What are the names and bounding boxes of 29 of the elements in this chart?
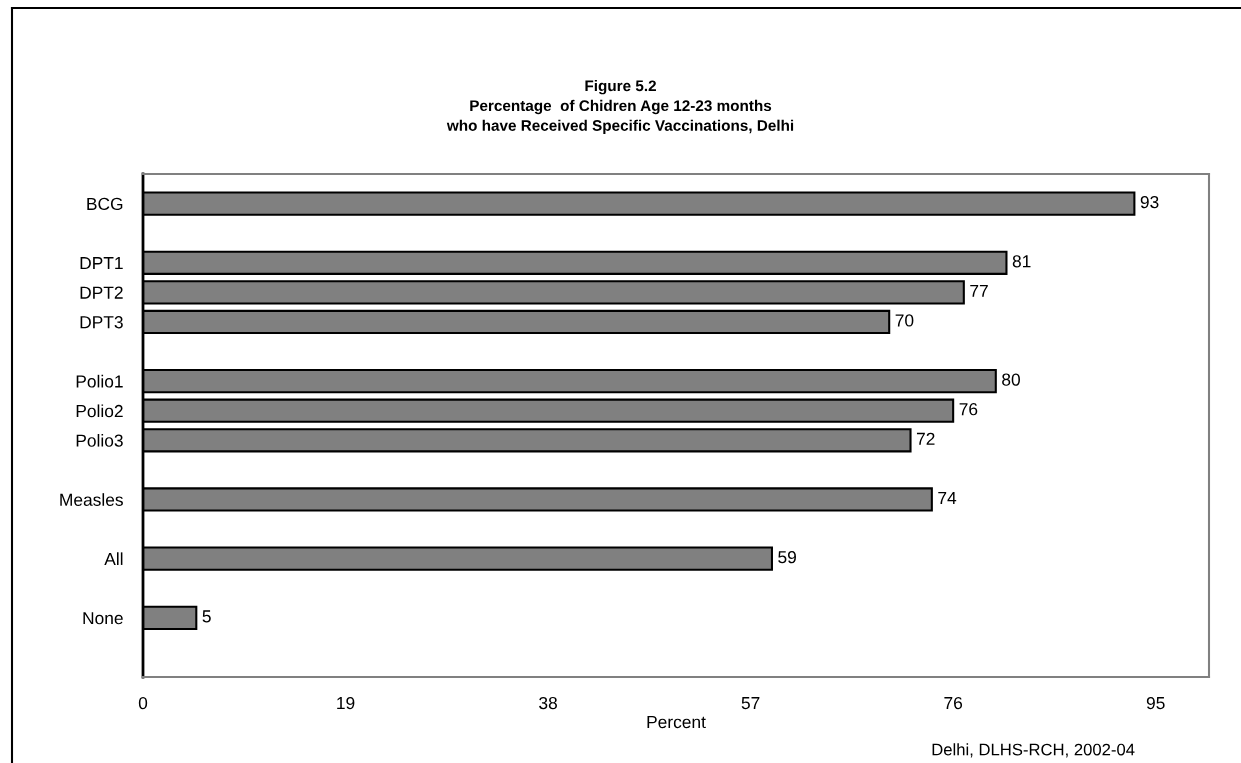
- y-tick-label: Polio2: [76, 404, 123, 418]
- data-label: 5: [202, 610, 211, 623]
- data-label: 74: [938, 492, 957, 504]
- x-tick-label: 76: [944, 696, 963, 710]
- text: Delhi, DLHS-RCH, 2002-04: [932, 743, 1135, 758]
- y-tick-label: Measles: [60, 493, 123, 506]
- data-label: 77: [970, 284, 988, 297]
- data-label: 72: [916, 432, 935, 445]
- x-tick-label: 95: [1146, 696, 1165, 710]
- y-tick-label: DPT1: [80, 257, 123, 270]
- y-tick-label: None: [83, 612, 123, 625]
- data-label: 80: [1002, 373, 1020, 386]
- y-tick-label: DPT2: [80, 286, 123, 299]
- x-axis-title: Percent: [647, 716, 706, 729]
- chart-title: Figure 5.2 Percentage of Chidren Age 12-23 months who have Received Specific Vaccinations, Delhi: [446, 80, 794, 134]
- x-tick-label: 0: [138, 696, 148, 710]
- data-label: 81: [1012, 255, 1031, 268]
- y-tick-label: All: [104, 552, 123, 565]
- y-tick-label: Polio3: [76, 434, 123, 447]
- data-label: 93: [1140, 195, 1159, 209]
- y-tick-label: Polio1: [76, 374, 123, 388]
- x-tick-label: 19: [337, 696, 355, 710]
- x-tick-label: 57: [741, 697, 760, 710]
- data-label: 59: [778, 551, 796, 564]
- x-tick-label: 38: [539, 696, 557, 710]
- y-tick-label: BCG: [87, 197, 123, 211]
- data-label: 76: [959, 403, 978, 416]
- data-label: 70: [895, 314, 914, 327]
- y-tick-label: DPT3: [80, 316, 123, 329]
